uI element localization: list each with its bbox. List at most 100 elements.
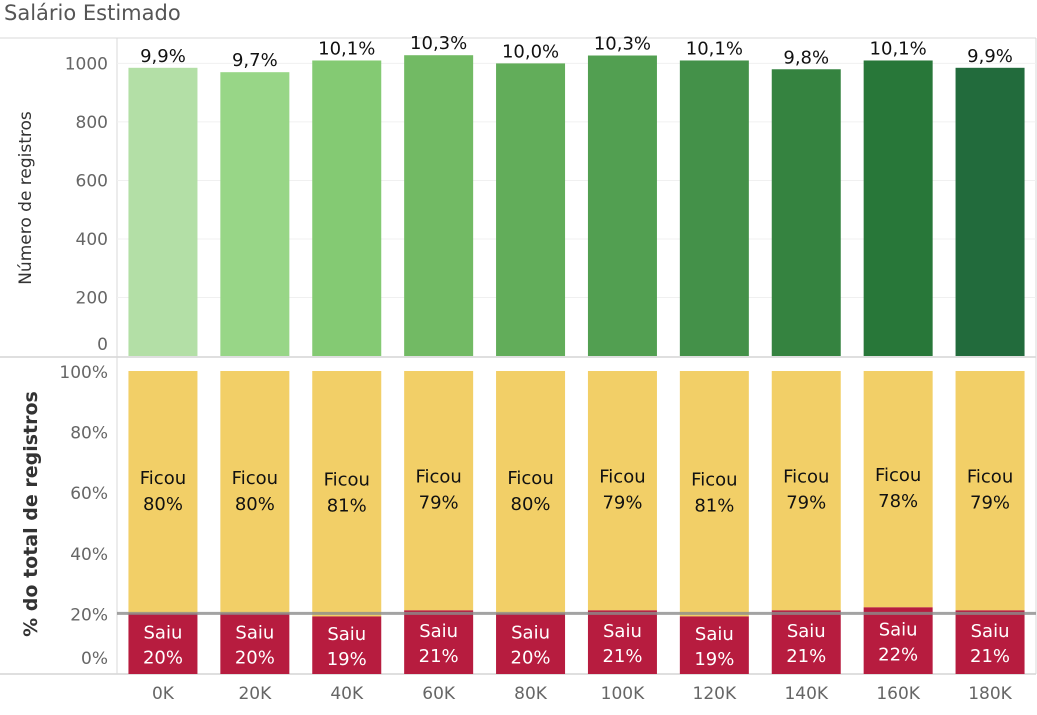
ficou-segment — [404, 371, 474, 611]
ficou-value-label: 81% — [694, 496, 734, 517]
saiu-segment — [679, 616, 749, 674]
top-bar — [679, 60, 749, 357]
top-bar — [404, 55, 474, 356]
saiu-series-label: Saiu — [879, 620, 918, 641]
ficou-series-label: Ficou — [599, 467, 645, 488]
ficou-series-label: Ficou — [967, 467, 1013, 488]
x-tick-label: 180K — [968, 684, 1012, 704]
ficou-value-label: 79% — [970, 493, 1010, 514]
saiu-segment — [128, 613, 198, 674]
top-bar-label: 10,1% — [686, 38, 743, 59]
top-bar — [496, 63, 566, 356]
ficou-series-label: Ficou — [783, 467, 829, 488]
ficou-value-label: 79% — [602, 493, 642, 514]
x-tick-label: 20K — [238, 684, 272, 704]
ficou-segment — [587, 371, 657, 611]
ficou-value-label: 80% — [235, 494, 275, 515]
bottom-y-tick-label: 80% — [70, 424, 108, 444]
ficou-series-label: Ficou — [324, 470, 370, 491]
top-bar — [128, 67, 198, 356]
ficou-segment — [220, 371, 290, 614]
top-y-tick-label: 400 — [76, 230, 108, 250]
ficou-value-label: 79% — [419, 493, 459, 514]
top-bar-label: 10,1% — [870, 38, 927, 59]
saiu-series-label: Saiu — [695, 624, 734, 645]
saiu-series-label: Saiu — [511, 623, 550, 644]
top-bar — [220, 72, 290, 357]
ficou-series-label: Ficou — [691, 470, 737, 491]
chart-title: Salário Estimado — [4, 1, 181, 25]
top-y-axis-label: Número de registros — [16, 111, 36, 285]
x-tick-label: 140K — [784, 684, 828, 704]
saiu-segment — [863, 607, 933, 674]
top-bar — [863, 60, 933, 357]
top-bar-label: 9,9% — [967, 46, 1013, 67]
x-tick-label: 160K — [876, 684, 920, 704]
saiu-value-label: 21% — [970, 646, 1010, 667]
top-bar — [771, 69, 841, 356]
bottom-y-tick-label: 0% — [81, 649, 108, 669]
ficou-segment — [128, 371, 198, 614]
top-bar — [955, 67, 1025, 356]
x-tick-label: 80K — [514, 684, 548, 704]
saiu-segment — [312, 616, 382, 674]
saiu-segment — [404, 610, 474, 674]
saiu-value-label: 20% — [235, 648, 275, 669]
saiu-segment — [955, 610, 1025, 674]
top-bar-label: 10,3% — [594, 34, 651, 55]
x-tick-label: 60K — [422, 684, 456, 704]
x-tick-label: 0K — [152, 684, 175, 704]
top-bar-label: 10,0% — [502, 41, 559, 62]
ficou-segment — [679, 371, 749, 617]
saiu-value-label: 19% — [694, 649, 734, 670]
saiu-segment — [587, 610, 657, 674]
top-y-tick-label: 1000 — [65, 54, 108, 74]
saiu-value-label: 20% — [511, 648, 551, 669]
top-bar-label: 9,7% — [232, 50, 278, 71]
ficou-segment — [312, 371, 382, 617]
saiu-segment — [771, 610, 841, 674]
ficou-series-label: Ficou — [507, 468, 553, 489]
top-bar-label: 9,8% — [783, 47, 829, 68]
saiu-series-label: Saiu — [235, 623, 274, 644]
bottom-y-tick-label: 60% — [70, 484, 108, 504]
saiu-series-label: Saiu — [787, 621, 826, 642]
ficou-value-label: 80% — [511, 494, 551, 515]
x-tick-label: 40K — [330, 684, 364, 704]
top-y-tick-label: 600 — [76, 171, 108, 191]
saiu-value-label: 21% — [786, 646, 826, 667]
saiu-value-label: 19% — [327, 649, 367, 670]
saiu-series-label: Saiu — [419, 621, 458, 642]
saiu-value-label: 21% — [602, 646, 642, 667]
ficou-series-label: Ficou — [875, 465, 921, 486]
bottom-y-tick-label: 40% — [70, 545, 108, 565]
ficou-value-label: 80% — [143, 494, 183, 515]
bottom-y-tick-label: 20% — [70, 605, 108, 625]
top-y-tick-label: 800 — [76, 113, 108, 133]
bottom-y-axis-label: % do total de registros — [20, 391, 42, 637]
ficou-series-label: Ficou — [232, 468, 278, 489]
ficou-value-label: 81% — [327, 496, 367, 517]
x-tick-label: 100K — [601, 684, 645, 704]
top-y-tick-label: 0 — [97, 335, 108, 355]
saiu-value-label: 21% — [419, 646, 459, 667]
saiu-series-label: Saiu — [327, 624, 366, 645]
saiu-series-label: Saiu — [971, 621, 1010, 642]
ficou-segment — [863, 371, 933, 608]
bottom-y-tick-label: 100% — [59, 363, 108, 383]
x-tick-label: 120K — [693, 684, 737, 704]
top-bar-label: 10,1% — [318, 38, 375, 59]
ficou-value-label: 78% — [878, 491, 918, 512]
top-bar-label: 10,3% — [410, 33, 467, 54]
ficou-value-label: 79% — [786, 493, 826, 514]
saiu-value-label: 20% — [143, 648, 183, 669]
saiu-segment — [496, 613, 566, 674]
saiu-series-label: Saiu — [144, 623, 183, 644]
ficou-series-label: Ficou — [140, 468, 186, 489]
top-bar-label: 9,9% — [140, 46, 186, 67]
top-bar — [587, 55, 657, 356]
ficou-segment — [955, 371, 1025, 611]
saiu-series-label: Saiu — [603, 621, 642, 642]
ficou-segment — [771, 371, 841, 611]
